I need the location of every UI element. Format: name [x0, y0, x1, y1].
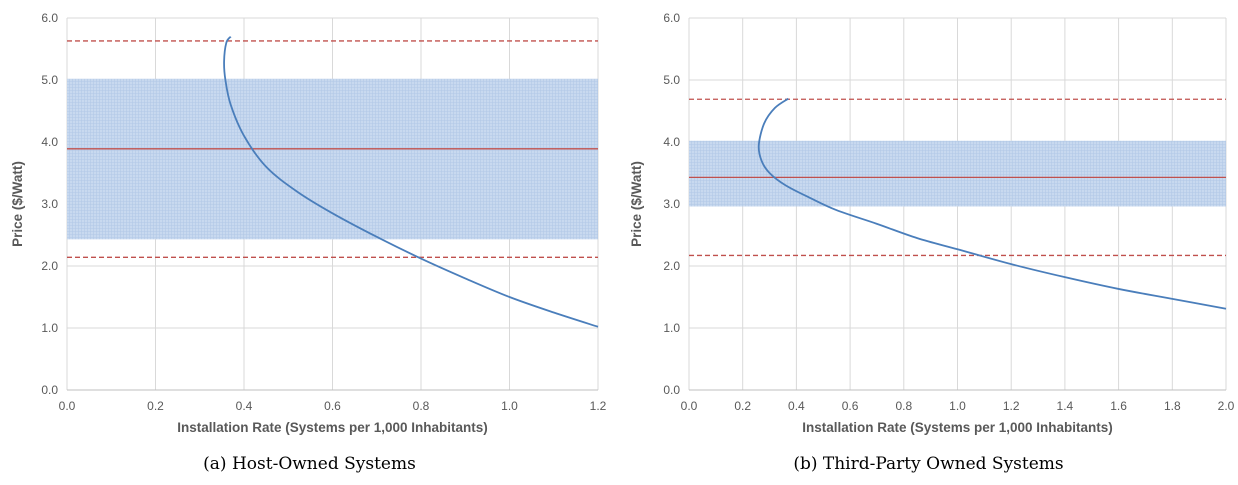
y-axis-title: Price ($/Watt)	[10, 161, 25, 247]
x-tick-label: 0.0	[59, 399, 76, 413]
y-tick-label: 2.0	[41, 259, 58, 273]
x-tick-label: 0.6	[324, 399, 341, 413]
y-tick-label: 2.0	[663, 259, 680, 273]
x-axis-title: Installation Rate (Systems per 1,000 Inh…	[177, 420, 488, 435]
x-tick-label: 1.0	[949, 399, 966, 413]
x-tick-label: 0.8	[895, 399, 912, 413]
x-tick-label: 0.0	[681, 399, 698, 413]
y-tick-label: 6.0	[663, 11, 680, 25]
x-tick-label: 1.0	[501, 399, 518, 413]
x-tick-label: 1.2	[1003, 399, 1020, 413]
y-tick-label: 1.0	[663, 321, 680, 335]
x-tick-label: 0.4	[236, 399, 253, 413]
series-line	[223, 35, 599, 328]
y-tick-label: 3.0	[663, 197, 680, 211]
y-axis-title: Price ($/Watt)	[629, 161, 644, 247]
y-tick-label: 0.0	[663, 383, 680, 397]
x-tick-label: 0.2	[147, 399, 164, 413]
chart-host-owned: 0.0 1.0 2.0 3.0 4.0 5.0 6.0 0.0 0.2 0.4 0.6 0.8 1.0 1…	[10, 11, 607, 435]
confidence-band	[689, 140, 1226, 207]
series-line	[757, 97, 1227, 310]
caption-third-party: (b) Third-Party Owned Systems	[793, 454, 1064, 474]
y-tick-label: 4.0	[41, 135, 58, 149]
x-tick-label: 1.8	[1164, 399, 1181, 413]
y-tick-label: 4.0	[663, 135, 680, 149]
x-tick-label: 2.0	[1218, 399, 1235, 413]
x-tick-label: 1.6	[1110, 399, 1127, 413]
x-tick-label: 0.6	[842, 399, 859, 413]
x-tick-label: 1.4	[1057, 399, 1074, 413]
y-tick-label: 1.0	[41, 321, 58, 335]
chart-panel-third-party: 0.0 1.0 2.0 3.0 4.0 5.0 6.0 0.0 0.2 0.4 0.6 0.8 1.0 1…	[619, 0, 1238, 485]
y-tick-label: 6.0	[41, 11, 58, 25]
x-tick-label: 0.4	[788, 399, 805, 413]
chart-panel-host-owned: 0.0 1.0 2.0 3.0 4.0 5.0 6.0 0.0 0.2 0.4 0.6 0.8 1.0 1…	[10, 11, 607, 474]
x-tick-label: 0.8	[413, 399, 430, 413]
x-axis-title: Installation Rate (Systems per 1,000 Inh…	[802, 420, 1113, 435]
y-tick-label: 3.0	[41, 197, 58, 211]
y-tick-label: 0.0	[41, 383, 58, 397]
x-tick-label: 1.2	[590, 399, 607, 413]
y-tick-label: 5.0	[41, 73, 58, 87]
y-tick-label: 5.0	[663, 73, 680, 87]
chart-third-party: 0.0 1.0 2.0 3.0 4.0 5.0 6.0 0.0 0.2 0.4 0.6 0.8 1.0 1…	[629, 11, 1235, 435]
confidence-band	[67, 78, 598, 240]
x-tick-label: 0.2	[734, 399, 751, 413]
caption-host-owned: (a) Host-Owned Systems	[203, 454, 416, 474]
